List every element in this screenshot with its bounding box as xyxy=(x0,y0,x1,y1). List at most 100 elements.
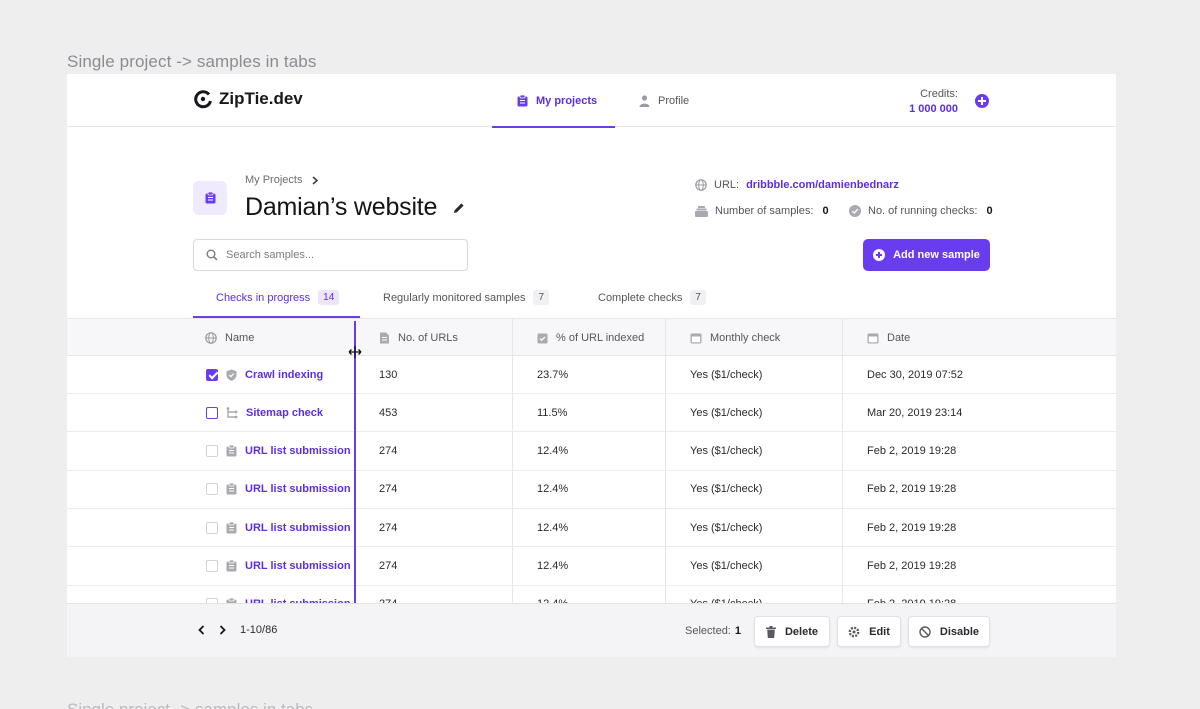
row-checkbox[interactable] xyxy=(206,560,218,572)
monthly-cell: Yes ($1/check) xyxy=(690,521,763,534)
search-icon xyxy=(206,249,218,261)
selected-count: Selected: 1 xyxy=(685,625,741,637)
tab-count-badge: 14 xyxy=(318,290,340,305)
date-cell: Feb 2, 2019 19:28 xyxy=(867,483,957,496)
add-new-sample-button[interactable]: Add new sample xyxy=(863,239,990,271)
column-label: Name xyxy=(225,331,255,344)
edit-button[interactable]: Edit xyxy=(837,616,901,647)
table-row[interactable]: URL list submission 274 12.4% Yes ($1/check… xyxy=(67,471,1116,509)
table-row[interactable]: Sitemap check 453 11.5% Yes ($1/check) Mar 2… xyxy=(67,394,1116,433)
search-input[interactable] xyxy=(226,249,446,261)
app-frame: ZipTie.dev My projects Profile Credits: … xyxy=(67,74,1116,657)
tab-complete-checks[interactable]: Complete checks 7 xyxy=(598,285,706,318)
column-label: Date xyxy=(887,331,911,344)
urls-cell: 274 xyxy=(379,483,398,496)
sample-name-link[interactable]: URL list submission xyxy=(245,445,351,458)
urls-cell: 130 xyxy=(379,368,398,381)
nav-tab-label: Profile xyxy=(658,94,690,107)
nav-tab-label: My projects xyxy=(536,94,598,107)
pencil-icon[interactable] xyxy=(453,202,465,214)
disable-button[interactable]: Disable xyxy=(908,616,990,647)
tab-checks-in-progress[interactable]: Checks in progress 14 xyxy=(216,285,340,318)
column-label: No. of URLs xyxy=(398,331,458,344)
page-range: 1-10/86 xyxy=(240,624,278,636)
indexed-cell: 12.4% xyxy=(537,560,569,572)
date-cell: Mar 20, 2019 23:14 xyxy=(867,406,963,419)
column-header-name[interactable]: Name xyxy=(205,319,254,356)
sample-name-link[interactable]: Sitemap check xyxy=(246,406,324,419)
column-header-monthly[interactable]: Monthly check xyxy=(690,319,780,356)
selected-number: 1 xyxy=(734,625,741,637)
samples-label: Number of samples: xyxy=(715,205,814,217)
date-cell: Feb 2, 2019 19:28 xyxy=(867,445,957,458)
sample-name-link[interactable]: URL list submission xyxy=(245,560,351,572)
monthly-cell: Yes ($1/check) xyxy=(690,560,763,572)
row-checkbox[interactable] xyxy=(206,445,218,458)
column-header-date[interactable]: Date xyxy=(867,319,910,356)
chevron-right-icon[interactable] xyxy=(219,625,226,635)
monthly-cell: Yes ($1/check) xyxy=(690,368,763,381)
indexed-cell: 12.4% xyxy=(537,445,569,458)
delete-button[interactable]: Delete xyxy=(754,616,830,647)
list-icon xyxy=(226,560,237,572)
canvas-title-bottom: Single project -> samples in tabs xyxy=(67,700,313,709)
date-cell: Feb 2, 2019 19:28 xyxy=(867,560,957,572)
list-icon xyxy=(226,445,237,457)
row-checkbox[interactable] xyxy=(206,483,218,496)
page-title: Damian’s website xyxy=(245,193,438,221)
credits-label: Credits: xyxy=(920,88,958,100)
urls-cell: 274 xyxy=(379,560,398,572)
indexed-cell: 11.5% xyxy=(537,406,568,419)
top-nav: ZipTie.dev My projects Profile Credits: … xyxy=(67,74,1116,128)
document-link-icon xyxy=(380,332,389,343)
table-row[interactable]: URL list submission 274 12.4% Yes ($1/check… xyxy=(67,433,1116,471)
calendar-icon xyxy=(690,333,702,343)
project-url-link[interactable]: dribbble.com/damienbednarz xyxy=(746,179,899,191)
row-checkbox[interactable] xyxy=(206,368,218,381)
row-checkbox[interactable] xyxy=(206,406,218,419)
running-checks-row: No. of running checks: 0 xyxy=(849,205,993,217)
table-row[interactable]: URL list submission 274 12.4% Yes ($1/check… xyxy=(67,509,1116,548)
date-cell: Dec 30, 2019 07:52 xyxy=(867,368,964,381)
column-label: Monthly check xyxy=(710,331,781,344)
sample-name-link[interactable]: URL list submission xyxy=(245,521,351,534)
clipboard-icon xyxy=(517,94,528,106)
table-row[interactable]: Crawl indexing 130 23.7% Yes ($1/check) Dec … xyxy=(67,356,1116,394)
column-divider xyxy=(842,318,843,603)
sample-name-link[interactable]: URL list submission xyxy=(245,483,351,496)
breadcrumb-my-projects[interactable]: My Projects xyxy=(245,174,303,186)
ziptie-logo-icon xyxy=(194,90,212,109)
add-credits-icon[interactable] xyxy=(975,94,989,108)
monthly-cell: Yes ($1/check) xyxy=(690,483,763,496)
name-cell: URL list submission xyxy=(206,471,351,508)
name-cell: Crawl indexing xyxy=(206,356,323,393)
column-resize-handle[interactable] xyxy=(354,321,356,607)
globe-icon xyxy=(695,179,707,191)
column-header-urls[interactable]: No. of URLs xyxy=(379,319,458,356)
samples-count: 0 xyxy=(822,205,829,217)
sample-name-link[interactable]: Crawl indexing xyxy=(245,368,324,381)
tab-regularly-monitored[interactable]: Regularly monitored samples 7 xyxy=(383,285,550,318)
breadcrumb: My Projects xyxy=(245,174,319,186)
trash-icon xyxy=(765,625,776,638)
column-header-indexed[interactable]: % of URL indexed xyxy=(537,319,644,356)
table-row[interactable]: URL list submission 274 12.4% Yes ($1/check… xyxy=(67,548,1116,586)
resize-cursor-icon xyxy=(348,346,362,358)
disable-icon xyxy=(919,625,931,638)
calendar-icon xyxy=(867,333,879,343)
logo-text: ZipTie.dev xyxy=(219,89,303,108)
row-checkbox[interactable] xyxy=(206,521,218,534)
name-cell: URL list submission xyxy=(206,509,351,546)
name-cell: URL list submission xyxy=(206,433,351,470)
project-icon xyxy=(193,181,227,215)
column-divider xyxy=(665,318,666,603)
globe-icon xyxy=(205,331,217,344)
disable-label: Disable xyxy=(939,625,980,638)
nav-tab-my-projects[interactable]: My projects xyxy=(492,74,615,128)
column-label: % of URL indexed xyxy=(556,331,645,344)
sitemap-icon xyxy=(226,406,238,419)
logo[interactable]: ZipTie.dev xyxy=(193,89,303,109)
chevron-left-icon[interactable] xyxy=(198,625,205,635)
nav-tab-profile[interactable]: Profile xyxy=(639,74,689,127)
shield-icon xyxy=(226,369,237,381)
